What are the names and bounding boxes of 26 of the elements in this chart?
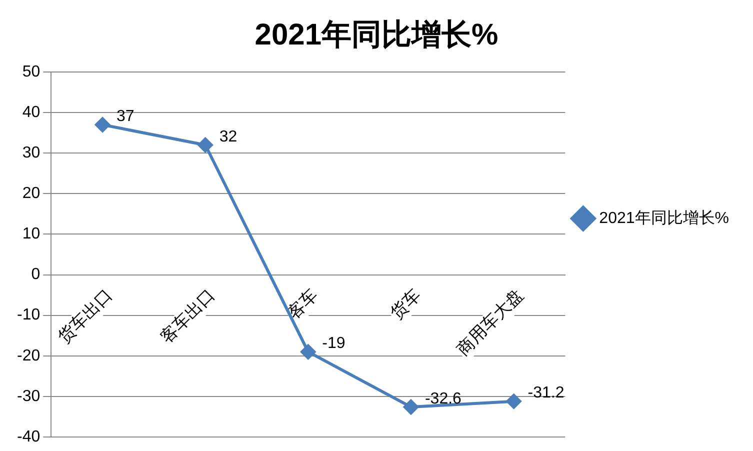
y-tick-label: 20 bbox=[22, 185, 40, 202]
y-tick-label: 50 bbox=[22, 63, 40, 80]
point bbox=[198, 138, 213, 152]
y-tick-label: -30 bbox=[17, 388, 40, 405]
data-label: -19 bbox=[322, 335, 346, 352]
x-tick-label: 货车出口 bbox=[54, 286, 116, 348]
x-tick-label: 货车 bbox=[386, 286, 424, 324]
data-label: -31.2 bbox=[528, 384, 564, 402]
y-tick-label: -10 bbox=[17, 306, 40, 324]
x-tick-label: 客车出口 bbox=[157, 286, 219, 348]
point bbox=[300, 344, 316, 360]
y-tick-label: 40 bbox=[22, 104, 40, 121]
point bbox=[95, 117, 110, 132]
data-label: 37 bbox=[116, 108, 134, 126]
y-tick-label: -20 bbox=[17, 347, 40, 364]
point bbox=[403, 399, 418, 414]
chart-title: 2021年同比增长% bbox=[254, 18, 498, 52]
legend-label: 2021年同比增长% bbox=[599, 208, 730, 227]
y-tick-label: 0 bbox=[31, 266, 40, 284]
data-label: 32 bbox=[219, 128, 238, 146]
y-tick-label: -40 bbox=[17, 428, 40, 446]
data-label: -32.6 bbox=[424, 390, 462, 408]
x-tick-label: 商用车大盘 bbox=[453, 286, 527, 360]
y-tick-label: 10 bbox=[22, 226, 40, 243]
y-tick-label: 30 bbox=[22, 144, 40, 162]
point bbox=[506, 394, 522, 409]
